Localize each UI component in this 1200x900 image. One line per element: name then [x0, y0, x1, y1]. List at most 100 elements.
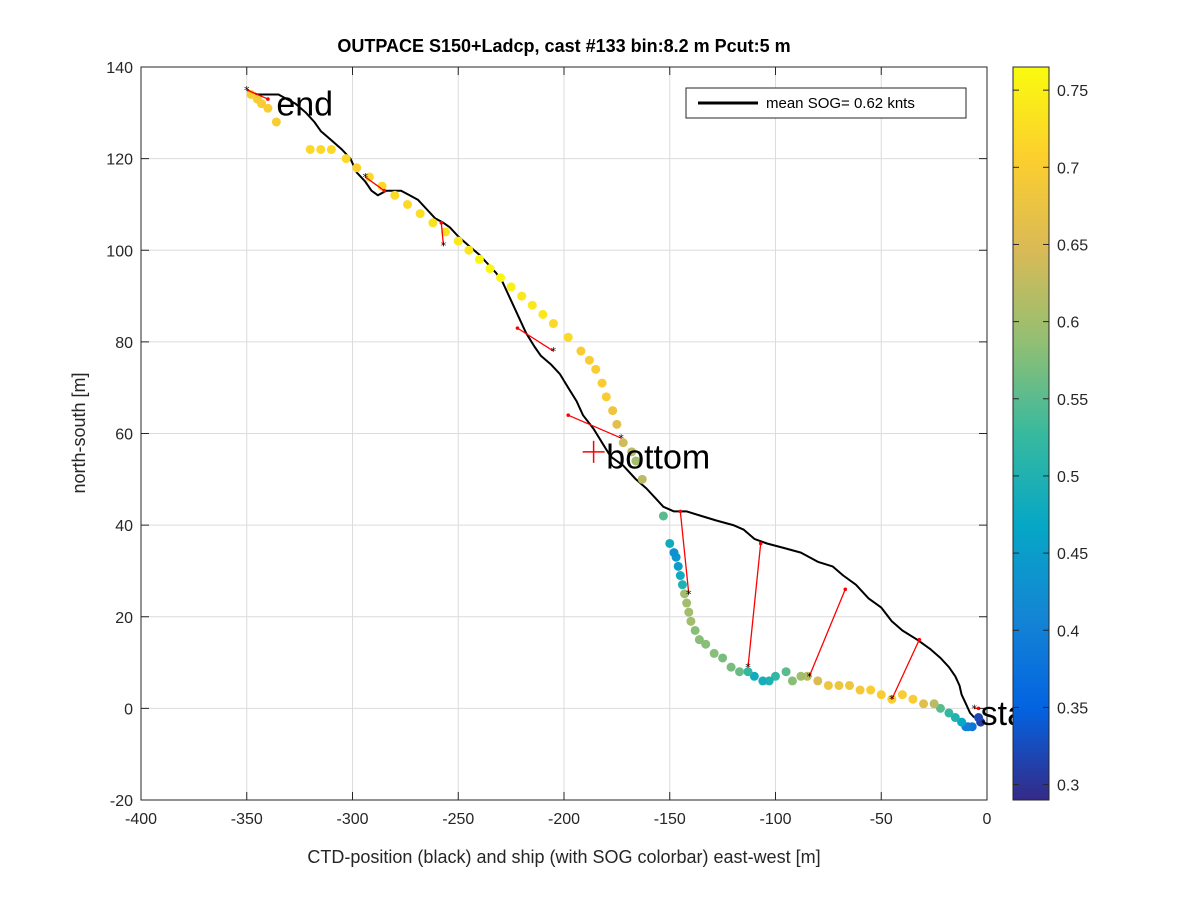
colorbar-tick-label: 0.4	[1057, 623, 1079, 640]
colorbar-tick-label: 0.3	[1057, 778, 1079, 795]
ctd-marker	[439, 220, 444, 225]
ship-point	[576, 346, 586, 356]
y-axis-ticks: -20 0 20 40 60 80 100 120 140	[106, 60, 987, 810]
ship-point	[935, 703, 945, 713]
ship-point	[658, 511, 668, 521]
colorbar-ticks: 0.3 0.35 0.4 0.45 0.5 0.55 0.6 0.65 0.7 0.75	[1013, 83, 1088, 795]
colorbar-tick-label: 0.75	[1057, 83, 1088, 100]
y-tick-label: 40	[115, 518, 133, 535]
x-tick-label: -250	[442, 811, 474, 828]
x-tick-label: -200	[548, 811, 580, 828]
ship-point	[506, 282, 516, 292]
ship-point	[252, 94, 262, 104]
ship-point	[464, 245, 474, 255]
ship-marker: *	[441, 240, 447, 253]
ship-point	[802, 671, 812, 681]
ship-point	[316, 144, 326, 154]
ship-point	[591, 364, 601, 374]
legend: mean SOG= 0.62 knts	[685, 87, 967, 119]
connection-line	[440, 222, 445, 246]
colorbar-tick-label: 0.6	[1057, 315, 1079, 332]
ship-point	[669, 548, 679, 558]
ship-point	[758, 676, 768, 686]
ship-point	[919, 699, 929, 709]
ship-point	[326, 144, 336, 154]
ship-point	[682, 598, 692, 608]
connection-line	[364, 176, 385, 192]
x-tick-label: -300	[336, 811, 368, 828]
ship-point	[364, 172, 374, 182]
legend-label: mean SOG= 0.62 knts	[766, 95, 915, 112]
ship-point	[929, 699, 939, 709]
ctd-marker	[266, 97, 270, 101]
ship-point	[845, 680, 855, 690]
ship-point	[618, 438, 628, 448]
ship-point	[415, 209, 425, 219]
chart-title: OUTPACE S150+Ladcp, cast #133 bin:8.2 m …	[337, 36, 790, 56]
ship-marker: *	[745, 661, 751, 674]
ctd-marker	[515, 326, 520, 330]
ship-point	[527, 300, 537, 310]
ship-point	[701, 639, 711, 649]
annotation-layer: endbottomstart	[276, 86, 1047, 733]
ship-point	[855, 685, 865, 695]
ship-point	[390, 190, 400, 200]
ship-point	[694, 635, 704, 645]
ship-marker: *	[618, 432, 624, 445]
ship-point	[974, 713, 984, 723]
ship-point	[637, 474, 647, 484]
ship-point	[474, 254, 484, 264]
y-tick-label: 80	[115, 335, 133, 352]
ship-point	[686, 616, 696, 626]
x-tick-label: -400	[125, 811, 157, 828]
ship-point	[718, 653, 728, 663]
colorbar-tick-label: 0.65	[1057, 237, 1088, 254]
ship-point	[517, 291, 527, 301]
ship-point	[352, 163, 362, 173]
ship-point	[834, 680, 844, 690]
connection-line	[567, 414, 622, 439]
ship-point	[377, 181, 387, 191]
ship-point	[677, 580, 687, 590]
x-tick-label: -100	[759, 811, 791, 828]
ship-point	[876, 690, 886, 700]
ship-marker: *	[807, 670, 813, 683]
ship-marker: *	[686, 588, 692, 601]
ctd-track-layer	[246, 88, 976, 719]
y-tick-label: -20	[110, 793, 133, 810]
ship-point	[680, 589, 690, 599]
annotation-bottom: bottom	[606, 438, 710, 476]
grid-lines	[140, 66, 988, 801]
ship-point	[441, 227, 451, 237]
ctd-marker	[382, 188, 387, 193]
ship-marker: *	[889, 693, 895, 706]
x-axis-label: CTD-position (black) and ship (with SOG …	[307, 847, 820, 867]
connection-lines-layer: * * * * * * * * * *	[244, 84, 981, 715]
connection-line	[891, 639, 920, 700]
ship-marker: *	[244, 84, 250, 97]
ship-point	[584, 355, 594, 365]
ship-point	[709, 648, 719, 658]
colorbar-tick-label: 0.7	[1057, 160, 1079, 177]
y-tick-label: 120	[106, 152, 133, 169]
ship-points-layer	[246, 89, 986, 732]
ship-point	[608, 406, 618, 416]
x-tick-label: 0	[983, 811, 992, 828]
ship-point	[341, 154, 351, 164]
ship-point	[563, 332, 573, 342]
connection-line	[679, 511, 690, 594]
ship-marker: *	[551, 345, 557, 358]
y-axis-label: north-south [m]	[69, 372, 89, 493]
ship-point	[496, 273, 506, 283]
connection-line	[517, 327, 554, 352]
ship-marker: *	[362, 171, 368, 184]
ship-point	[944, 708, 954, 718]
ship-point	[726, 662, 736, 672]
y-tick-label: 20	[115, 610, 133, 627]
ship-point	[485, 264, 495, 274]
ship-point	[866, 685, 876, 695]
ship-point	[690, 625, 700, 635]
ship-point	[781, 667, 791, 677]
y-tick-label: 0	[124, 701, 133, 718]
ship-point	[796, 671, 806, 681]
